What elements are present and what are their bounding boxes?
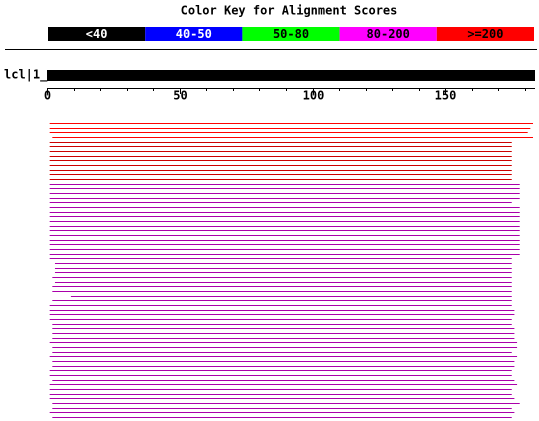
x-tick-label: 100	[303, 89, 325, 103]
chart-title: Color Key for Alignment Scores	[181, 4, 398, 18]
x-tick-label: 50	[173, 89, 187, 103]
query-label: lcl|1_	[4, 68, 48, 83]
key-label: <40	[86, 27, 108, 41]
key-swatch	[242, 27, 340, 41]
key-label: 50-80	[273, 27, 309, 41]
x-tick-label: 150	[435, 89, 457, 103]
key-label: 80-200	[367, 27, 410, 41]
x-tick-label: 0	[44, 89, 51, 103]
key-swatch	[436, 27, 534, 41]
query-bar	[47, 70, 535, 81]
key-label: >=200	[467, 27, 503, 41]
key-swatch	[48, 27, 146, 41]
key-swatch	[339, 27, 437, 41]
key-label: 40-50	[176, 27, 212, 41]
key-swatch	[145, 27, 243, 41]
